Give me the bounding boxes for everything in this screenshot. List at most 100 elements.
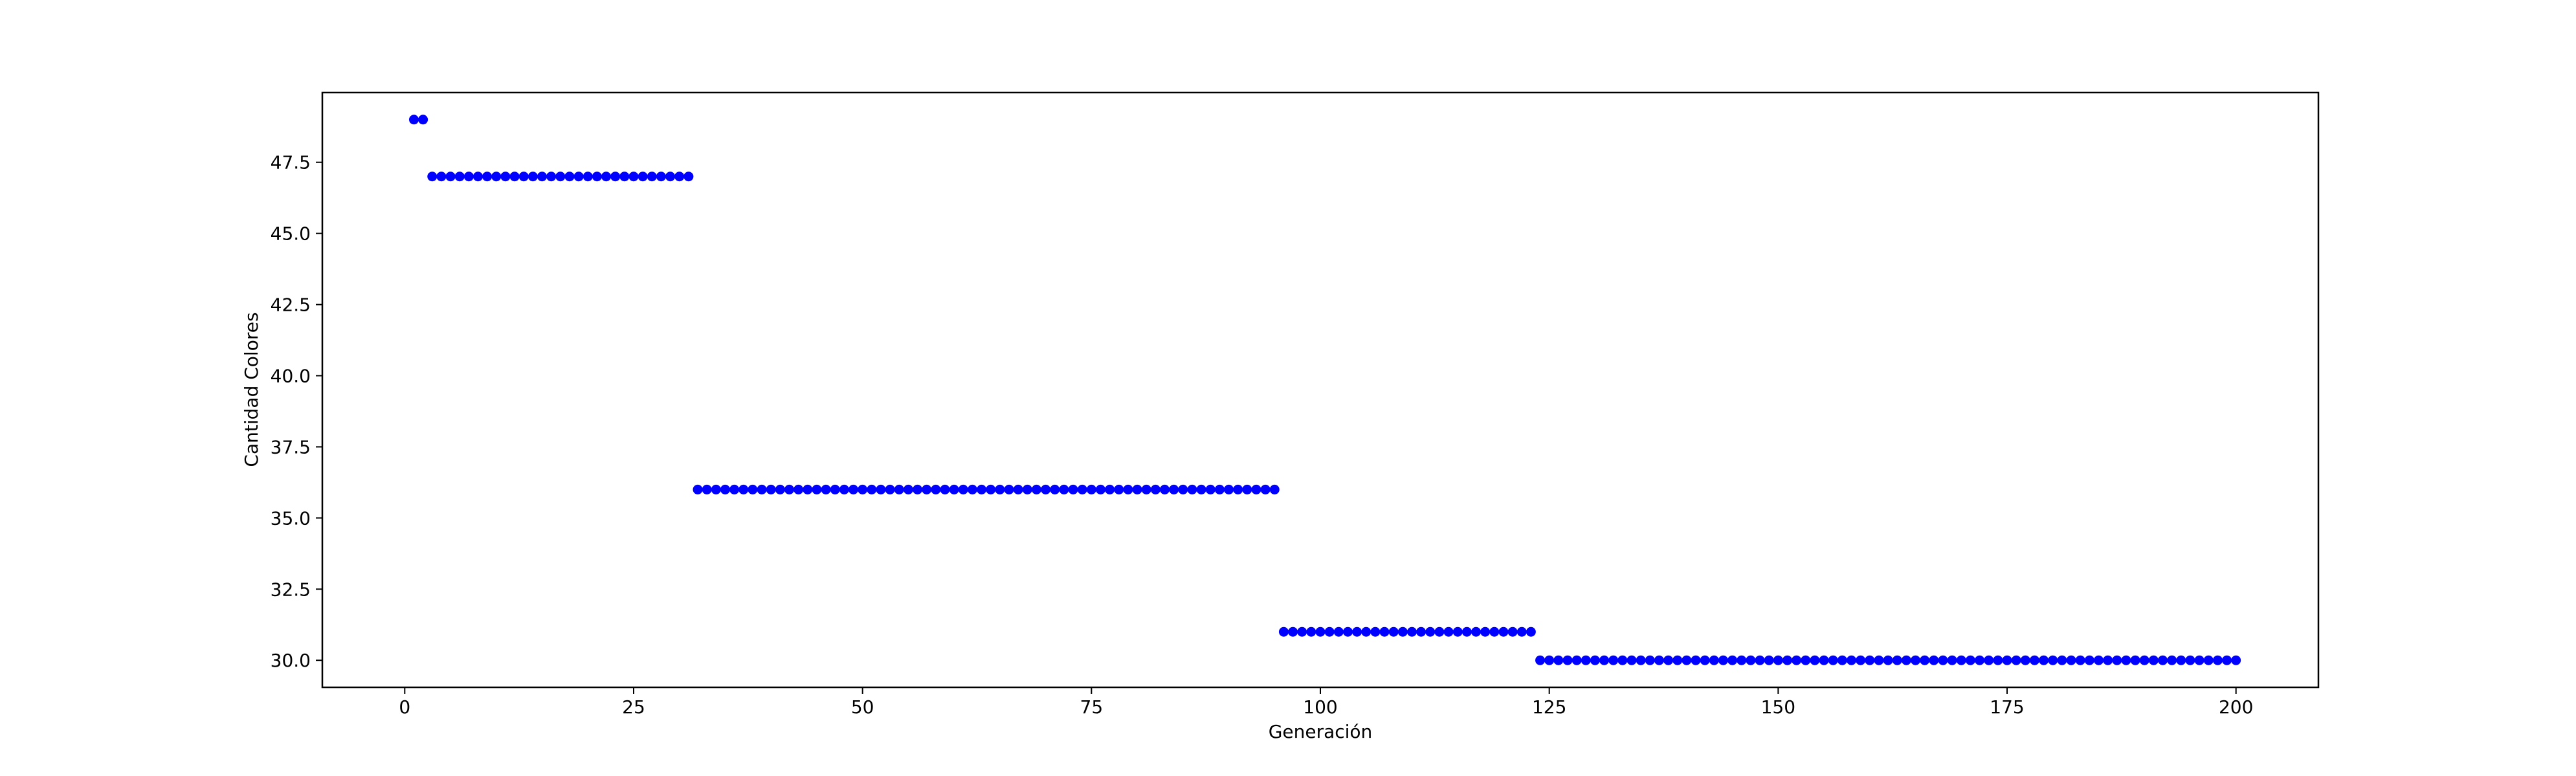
data-point [1801,655,1811,665]
data-point [2020,655,2030,665]
x-tick-label: 125 [1532,696,1566,718]
data-point [1929,655,1939,665]
data-point [1022,484,1032,494]
data-point [1388,626,1399,637]
data-point [1031,484,1041,494]
data-point [1856,655,1866,665]
data-point [1480,626,1491,637]
data-point [491,172,502,182]
data-point [1141,484,1151,494]
data-point [1406,626,1417,637]
data-point [949,484,959,494]
data-point [867,484,877,494]
data-point [922,484,932,494]
data-point [1434,626,1445,637]
data-point [1233,484,1243,494]
data-point [876,484,886,494]
data-point [803,484,813,494]
data-point [1269,484,1280,494]
data-point [1709,655,1719,665]
data-point [509,172,520,182]
data-point [1498,626,1509,637]
y-tick-label: 30.0 [271,650,311,671]
data-point [1342,626,1353,637]
y-tick-label: 45.0 [271,223,311,245]
data-point [1169,484,1179,494]
data-point [427,172,438,182]
data-point [1782,655,1792,665]
data-point [1901,655,1911,665]
x-tick-label: 50 [851,696,874,718]
data-point [601,172,612,182]
data-point [931,484,941,494]
data-point [683,172,694,182]
data-point [1489,626,1500,637]
data-point [1764,655,1774,665]
data-point [1663,655,1674,665]
data-point [546,172,557,182]
data-point [2231,655,2241,665]
data-point [1251,484,1261,494]
data-point [1333,626,1344,637]
data-point [1297,626,1307,637]
data-point [1105,484,1115,494]
data-point [592,172,602,182]
data-point [940,484,950,494]
y-tick-label: 37.5 [271,436,311,458]
data-point [1187,484,1197,494]
data-point [463,172,474,182]
data-point [1205,484,1216,494]
data-point [738,484,749,494]
data-point [986,484,996,494]
data-point [958,484,968,494]
data-point [445,172,456,182]
data-point [1810,655,1820,665]
data-point [2084,655,2094,665]
data-point [537,172,548,182]
data-point [1865,655,1875,665]
data-point [638,172,648,182]
data-point [2212,655,2223,665]
data-point [2194,655,2204,665]
data-point [619,172,630,182]
data-point [1581,655,1591,665]
data-point [1718,655,1728,665]
x-axis-label: Generación [1269,721,1373,742]
data-point [1452,626,1463,637]
data-point [711,484,721,494]
data-point [1599,655,1610,665]
data-point [1892,655,1902,665]
data-point [1682,655,1692,665]
y-tick-label: 47.5 [271,152,311,173]
data-point [2121,655,2131,665]
data-point [1214,484,1225,494]
data-point [702,484,712,494]
data-point [1627,655,1637,665]
data-point [665,172,676,182]
data-point [1975,655,1985,665]
data-point [1132,484,1142,494]
data-point [1562,655,1573,665]
data-point [2130,655,2140,665]
data-point [1471,626,1481,637]
data-point [775,484,785,494]
data-point [1150,484,1160,494]
data-point [1636,655,1646,665]
data-point [1077,484,1087,494]
data-point [500,172,511,182]
data-point [2029,655,2039,665]
data-point [2066,655,2076,665]
x-tick-label: 200 [2219,696,2253,718]
data-point [1617,655,1628,665]
data-point [436,172,447,182]
data-point [977,484,987,494]
data-point [418,115,428,125]
data-point [1516,626,1527,637]
data-point [1544,655,1555,665]
data-point [518,172,529,182]
data-point [967,484,977,494]
data-point [1828,655,1838,665]
data-point [830,484,840,494]
data-point [408,115,419,125]
